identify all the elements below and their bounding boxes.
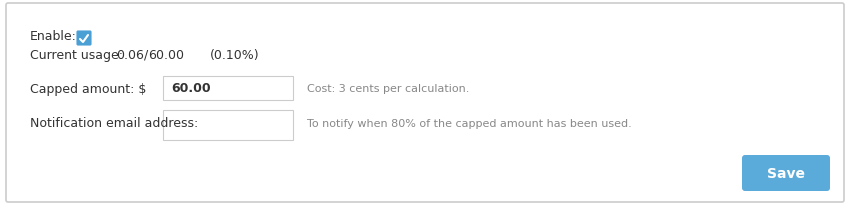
FancyBboxPatch shape <box>163 77 293 101</box>
Text: (0.10%): (0.10%) <box>210 48 259 61</box>
Text: Capped amount: $: Capped amount: $ <box>30 82 146 95</box>
Text: Enable:: Enable: <box>30 30 76 43</box>
Text: Save: Save <box>767 166 805 180</box>
FancyBboxPatch shape <box>742 155 830 191</box>
Text: Cost: 3 cents per calculation.: Cost: 3 cents per calculation. <box>307 84 469 94</box>
Text: To notify when 80% of the capped amount has been used.: To notify when 80% of the capped amount … <box>307 118 632 128</box>
FancyBboxPatch shape <box>163 110 293 140</box>
FancyBboxPatch shape <box>6 4 844 202</box>
Text: 60.00: 60.00 <box>171 82 211 95</box>
Text: Notification email address:: Notification email address: <box>30 117 198 130</box>
Text: Current usage:: Current usage: <box>30 48 123 61</box>
FancyBboxPatch shape <box>77 32 91 46</box>
Text: $0.06 / $60.00: $0.06 / $60.00 <box>116 48 185 62</box>
